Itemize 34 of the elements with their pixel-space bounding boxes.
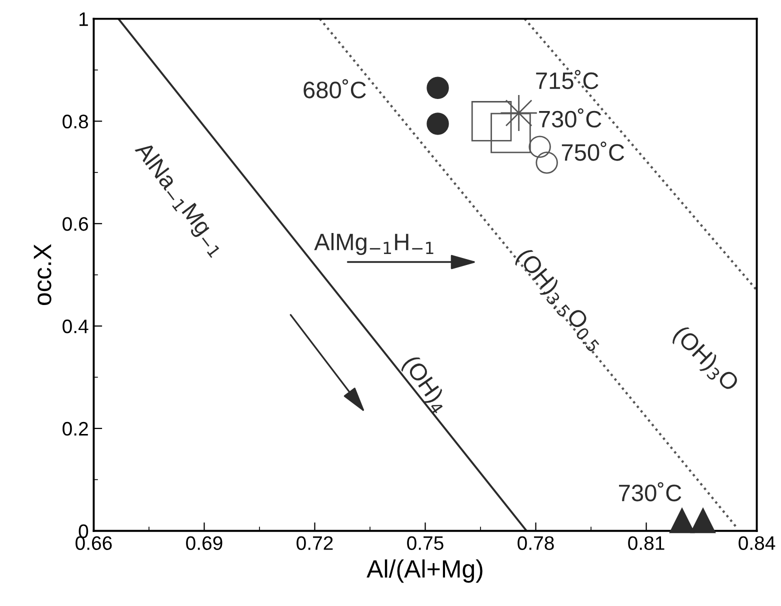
y-tick-label: 0.6 (62, 217, 88, 231)
point (528, 136, 551, 158)
y-tick-label: 1 (80, 12, 88, 26)
y-tick-label: 0.8 (62, 114, 88, 128)
x-tick-label: 0.81 (628, 536, 664, 550)
x-tick-label: 0.75 (407, 536, 444, 550)
x-tick-label: 0.72 (296, 536, 333, 550)
point (426, 76, 449, 100)
annotation: 680˚C (304, 79, 366, 98)
point (690, 508, 716, 534)
y-axis-title: occ.X (34, 244, 52, 306)
y-tick-label: 0 (78, 524, 88, 538)
annotation: 730˚C (539, 108, 602, 128)
annotation: 750˚C (562, 142, 624, 161)
x-tick-label: 0.69 (186, 536, 222, 550)
point (471, 101, 512, 142)
point (536, 152, 558, 174)
point (670, 508, 695, 534)
x-tick-label: 0.84 (738, 536, 776, 550)
annotation: (OH)$_{4}$ (398, 354, 451, 416)
point (490, 112, 531, 154)
annotation: 715˚C (536, 70, 598, 90)
annotation: (OH)$_{3.5}$O$_{0.5}$ (512, 246, 607, 354)
annotation: AlMg$_{−1}$H$_{−1}$ (314, 233, 434, 256)
point (500, 94, 538, 132)
y-tick-label: 0.2 (62, 422, 88, 436)
point (426, 112, 449, 135)
annotation: (OH)$_{3}$O (670, 324, 740, 396)
x-axis-title: Al/(Al+Mg) (366, 559, 482, 583)
x-tick-label: 0.78 (518, 536, 554, 550)
annotation: 730˚C (619, 482, 682, 502)
y-tick-label: 0.4 (62, 319, 88, 334)
x-tick-label: 0.66 (76, 536, 112, 550)
annotation: AlNa$_{−1}$Mg$_{−1}$ (130, 140, 228, 259)
